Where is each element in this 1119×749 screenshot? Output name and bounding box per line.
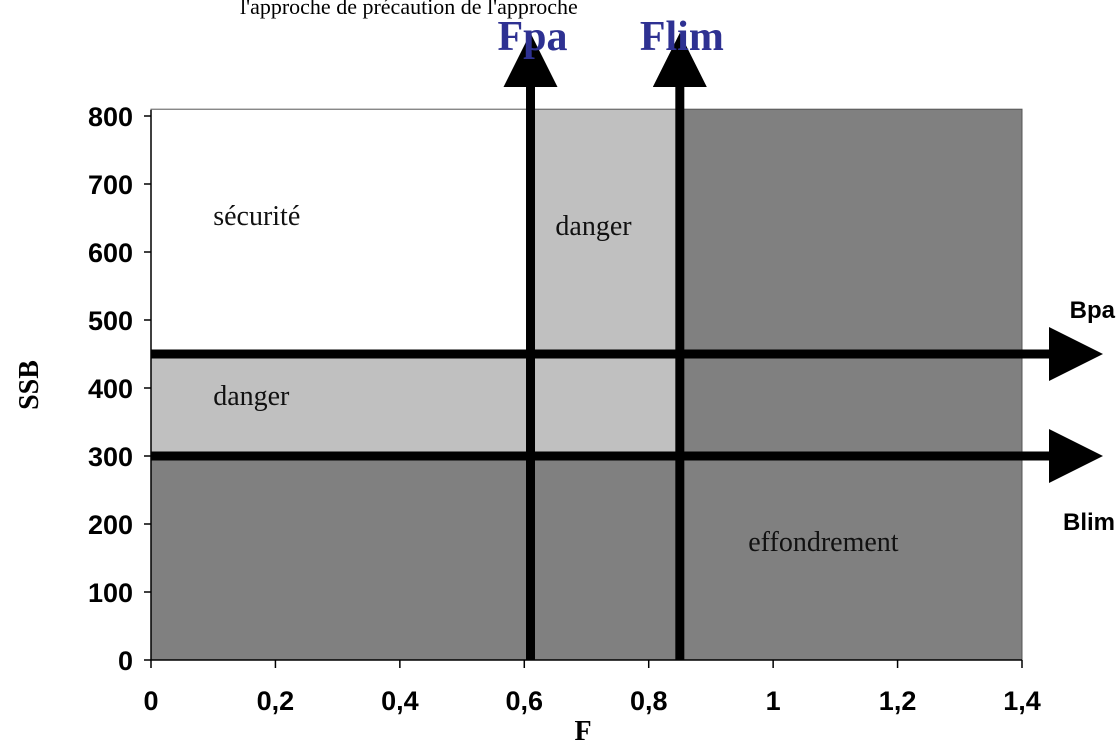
x-tick-label: 0: [143, 686, 158, 716]
zone-regions: [150, 108, 1023, 661]
x-tick-label: 0,8: [630, 686, 668, 716]
x-tick-label: 1,2: [879, 686, 917, 716]
reference-lines: Fpa Flim Bpa Blim: [151, 14, 1116, 660]
y-tick-label: 600: [88, 238, 133, 268]
x-tick-label: 1: [766, 686, 781, 716]
region-collapse-right: [679, 109, 1022, 660]
y-tick-label: 400: [88, 374, 133, 404]
region-collapse-bottom: [151, 456, 680, 660]
y-tick-label: 700: [88, 170, 133, 200]
ref-label-blim: Blim: [1063, 509, 1115, 536]
region-securite: [151, 109, 531, 354]
x-tick-label: 0,2: [257, 686, 295, 716]
y-tick-label: 100: [88, 578, 133, 608]
zone-labels: sécurité danger danger effondrement: [213, 201, 899, 558]
y-tick-label: 300: [88, 442, 133, 472]
ref-label-flim: Flim: [640, 14, 724, 60]
x-tick-label: 0,4: [381, 686, 419, 716]
x-axis-title: F: [574, 716, 591, 747]
y-tick-label: 800: [88, 102, 133, 132]
region-label-3: effondrement: [748, 527, 899, 558]
region-label-1: danger: [555, 211, 632, 242]
x-tick-label: 1,4: [1003, 686, 1041, 716]
region-danger-top: [530, 109, 680, 456]
y-tick-label: 500: [88, 306, 133, 336]
y-tick-label: 0: [118, 646, 133, 676]
top-caption: l'approche de précaution de l'approche: [240, 0, 578, 19]
y-tick-label: 200: [88, 510, 133, 540]
region-label-2: danger: [213, 381, 290, 412]
region-label-0: sécurité: [213, 201, 300, 232]
region-danger-left: [151, 354, 531, 456]
x-tick-label: 0,6: [506, 686, 544, 716]
y-axis-title: SSB: [14, 360, 45, 410]
ref-label-fpa: Fpa: [497, 14, 567, 60]
axes: 0 100 200 300 400 500 600 700 800 0 0,2 0,4 0,6 0,8 1 1…: [88, 102, 1041, 716]
ref-label-bpa: Bpa: [1070, 297, 1116, 324]
